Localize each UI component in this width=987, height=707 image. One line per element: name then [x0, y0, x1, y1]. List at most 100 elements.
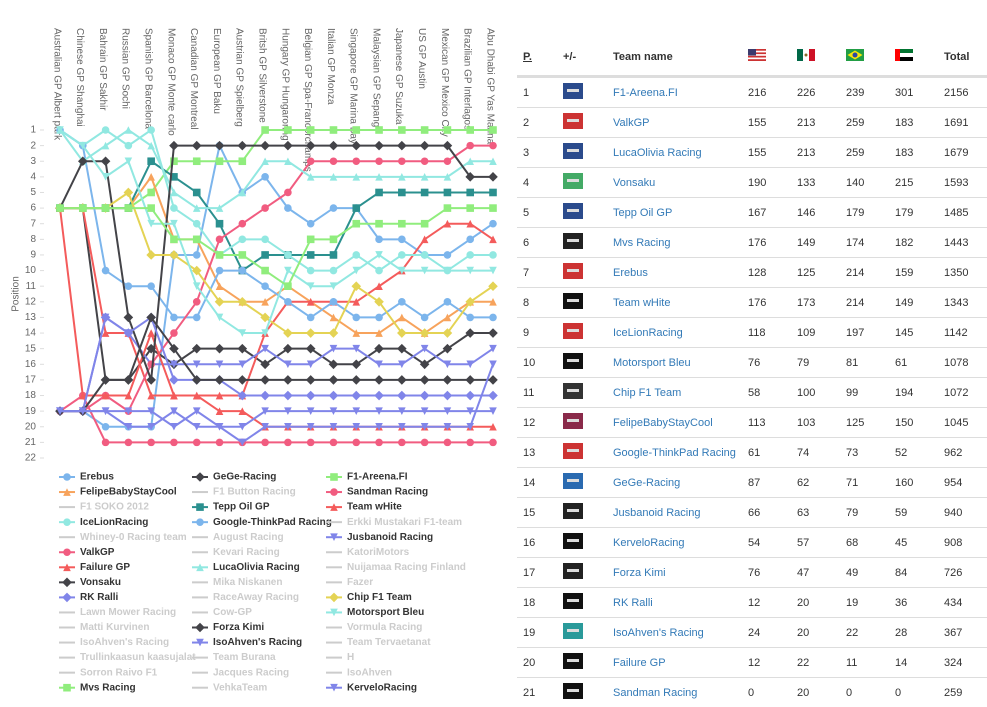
y-tick-label: 6 [30, 203, 36, 214]
team-name[interactable]: Mvs Racing [613, 236, 671, 249]
marker [100, 312, 111, 323]
team-name[interactable]: F1-Areena.FI [613, 86, 678, 99]
legend-item[interactable]: Sorron Raivo F1 [59, 667, 158, 678]
total-points: 1350 [944, 266, 969, 279]
team-name[interactable]: FelipeBabyStayCool [613, 416, 713, 429]
legend-item[interactable]: Jacques Racing [192, 667, 289, 678]
team-name[interactable]: Vonsaku [613, 176, 656, 189]
team-name[interactable]: Failure GP [613, 656, 666, 669]
team-name[interactable]: IsoAhven's Racing [613, 626, 704, 639]
legend-item[interactable]: Vonsaku [59, 577, 121, 588]
legend-item[interactable]: IsoAhven [326, 667, 392, 678]
legend-item[interactable]: Failure GP [59, 562, 130, 573]
legend-item[interactable]: Kevari Racing [192, 547, 280, 558]
team-name[interactable]: GeGe-Racing [613, 476, 681, 489]
team-name[interactable]: IceLionRacing [613, 326, 683, 339]
team-name[interactable]: Erebus [613, 266, 648, 279]
marker [283, 328, 293, 338]
legend-item[interactable]: RK Ralli [59, 592, 119, 603]
x-tick-label: Australian GP Albert park [51, 28, 62, 141]
team-name[interactable]: Jusbanoid Racing [613, 506, 701, 519]
marker [375, 438, 383, 447]
legend-item[interactable]: RaceAway Racing [192, 592, 299, 603]
team-logo [557, 413, 607, 432]
legend-item[interactable]: H [326, 652, 354, 663]
team-name[interactable]: LucaOlivia Racing [613, 146, 702, 159]
race-points: 125 [846, 416, 865, 429]
marker [443, 407, 452, 415]
team-name[interactable]: Team wHite [613, 296, 671, 309]
team-name[interactable]: Chip F1 Team [613, 386, 682, 399]
marker [215, 251, 224, 259]
legend-item[interactable]: Whiney-0 Racing team [59, 532, 187, 543]
marker [192, 391, 201, 400]
team-name[interactable]: Forza Kimi [613, 566, 666, 579]
legend-item[interactable]: Erebus [59, 472, 114, 483]
legend-item[interactable]: F1 SOKO 2012 [59, 502, 149, 513]
legend-item[interactable]: GeGe-Racing [192, 472, 276, 483]
team-name[interactable]: Sandman Racing [613, 686, 698, 699]
marker [306, 251, 315, 259]
marker [283, 390, 293, 401]
legend-item[interactable]: Chip F1 Team [326, 592, 412, 603]
marker [420, 188, 429, 197]
legend-item[interactable]: Lawn Mower Racing [59, 607, 176, 618]
legend-item[interactable]: Mika Niskanen [192, 577, 282, 588]
legend-item[interactable]: Google-ThinkPad Racing [192, 517, 332, 528]
legend-item[interactable]: Jusbanoid Racing [326, 532, 433, 543]
marker [443, 438, 452, 447]
marker [170, 188, 178, 197]
legend-item[interactable]: KatoriMotors [326, 547, 410, 558]
team-name[interactable]: ValkGP [613, 116, 650, 129]
team-name[interactable]: Google-ThinkPad Racing [613, 446, 736, 459]
legend-item[interactable]: Nuijamaa Racing Finland [326, 562, 466, 573]
marker [283, 343, 293, 354]
race-points: 213 [797, 146, 816, 159]
legend-item[interactable]: Team Tervaetanat [326, 637, 431, 648]
marker [488, 328, 498, 338]
legend-item[interactable]: Erkki Mustakari F1-team [326, 517, 462, 528]
y-tick-label: 20 [25, 421, 37, 432]
legend-item[interactable]: IceLionRacing [59, 517, 148, 528]
legend-item[interactable]: IsoAhven's Racing [59, 637, 169, 648]
legend-item[interactable]: LucaOlivia Racing [192, 562, 300, 573]
marker [466, 235, 475, 244]
legend-item[interactable]: F1 Button Racing [192, 487, 296, 498]
marker [261, 298, 269, 306]
legend-item[interactable]: Vormula Racing [326, 622, 422, 633]
legend-item[interactable]: Trullinkaasun kaasujalat [59, 652, 196, 663]
legend-item[interactable]: FelipeBabyStayCool [59, 487, 177, 498]
legend-item[interactable]: Mvs Racing [59, 682, 136, 693]
legend-item[interactable]: Fazer [326, 577, 373, 588]
legend-item[interactable]: Sandman Racing [326, 487, 428, 498]
legend-item[interactable]: IsoAhven's Racing [192, 637, 302, 648]
position: 5 [523, 206, 530, 219]
marker [419, 390, 430, 401]
total-points: 434 [944, 596, 963, 609]
marker [375, 235, 383, 244]
marker [214, 140, 225, 151]
marker [305, 343, 316, 354]
team-name[interactable]: RK Ralli [613, 596, 653, 609]
legend-item[interactable]: Cow-GP [192, 607, 252, 618]
legend-item[interactable]: Matti Kurvinen [59, 622, 149, 633]
marker [398, 438, 406, 447]
legend-item[interactable]: F1-Areena.FI [326, 472, 408, 483]
team-name[interactable]: Tepp Oil GP [613, 206, 673, 219]
legend-item[interactable]: Team Burana [192, 652, 276, 663]
x-tick-label: Brazilian GP Interlagos [462, 28, 473, 130]
legend-item[interactable]: KerveloRacing [326, 682, 417, 693]
marker [329, 313, 338, 322]
legend-item[interactable]: Tepp Oil GP [192, 502, 270, 513]
legend-item[interactable]: Team wHite [326, 502, 402, 513]
team-logo [557, 683, 607, 702]
team-name[interactable]: KerveloRacing [613, 536, 685, 549]
legend-item[interactable]: August Racing [192, 532, 284, 543]
legend-item[interactable]: Forza Kimi [192, 622, 264, 633]
legend-item[interactable]: Motorsport Bleu [326, 607, 424, 618]
team-name[interactable]: Motorsport Bleu [613, 356, 691, 369]
position: 4 [523, 176, 530, 189]
legend-item[interactable]: VehkaTeam [192, 682, 267, 693]
legend-item[interactable]: ValkGP [59, 547, 115, 558]
marker [374, 140, 384, 151]
